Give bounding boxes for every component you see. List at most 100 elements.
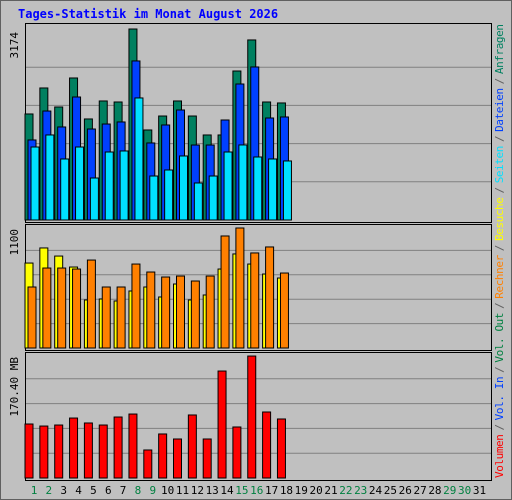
bar — [86, 259, 96, 349]
bar — [208, 175, 218, 221]
y-tick-label: 1100 — [8, 229, 21, 256]
legend-entry: Anfragen — [493, 24, 506, 74]
legend: Volumen / Vol. In / Vol. Out / Rechner / Besuche… — [493, 24, 506, 478]
bar — [250, 252, 260, 349]
bar — [146, 271, 156, 349]
bar — [276, 418, 286, 479]
bar — [30, 146, 40, 221]
x-tick-label: 18 — [280, 484, 293, 497]
bar — [253, 156, 263, 221]
x-tick-label: 8 — [135, 484, 142, 497]
bar — [193, 182, 203, 221]
bar — [83, 422, 93, 479]
bar — [39, 425, 49, 479]
legend-separator: / — [493, 245, 506, 252]
legend-separator: / — [493, 135, 506, 142]
x-tick-label: 9 — [149, 484, 156, 497]
x-tick-label: 1 — [31, 484, 38, 497]
x-tick-label: 23 — [354, 484, 367, 497]
x-tick-label: 30 — [458, 484, 471, 497]
bar — [89, 177, 99, 221]
bar — [223, 151, 233, 221]
legend-entry: Vol. In — [493, 376, 506, 420]
legend-entry: Volumen — [493, 434, 506, 478]
panel — [25, 352, 492, 481]
x-tick-label: 28 — [428, 484, 441, 497]
bar — [57, 267, 67, 349]
x-tick-label: 21 — [324, 484, 337, 497]
bar — [149, 175, 159, 221]
bar — [279, 272, 289, 349]
legend-entry: Seiten — [493, 146, 506, 184]
bar — [217, 370, 227, 479]
x-tick-label: 20 — [310, 484, 323, 497]
bar — [27, 286, 37, 349]
bar — [143, 449, 153, 479]
x-tick-label: 10 — [161, 484, 174, 497]
x-tick-label: 19 — [295, 484, 308, 497]
x-tick-label: 31 — [473, 484, 486, 497]
legend-separator: / — [493, 424, 506, 431]
legend-separator: / — [493, 302, 506, 309]
bar — [69, 417, 79, 479]
bar — [72, 268, 82, 349]
bar — [265, 246, 275, 349]
bar — [176, 275, 185, 349]
x-tick-label: 17 — [265, 484, 278, 497]
chart-title: Tages-Statistik im Monat August 2026 — [18, 7, 278, 21]
x-tick-label: 22 — [339, 484, 352, 497]
x-tick-label: 3 — [60, 484, 67, 497]
x-tick-label: 15 — [235, 484, 248, 497]
bar — [101, 286, 111, 349]
bar — [131, 263, 141, 349]
bar — [268, 158, 278, 221]
bar — [187, 414, 197, 479]
bar — [134, 97, 144, 221]
bar — [60, 158, 70, 221]
bar — [232, 426, 242, 479]
x-tick-label: 26 — [399, 484, 412, 497]
x-tick-label: 29 — [443, 484, 456, 497]
bar — [158, 433, 168, 479]
bar — [24, 423, 34, 479]
x-tick-label: 12 — [191, 484, 204, 497]
legend-separator: / — [493, 78, 506, 85]
bar — [173, 438, 182, 479]
bar — [119, 150, 129, 221]
legend-separator: / — [493, 187, 506, 194]
x-tick-label: 13 — [206, 484, 219, 497]
x-tick-label: 11 — [176, 484, 189, 497]
bar — [98, 424, 108, 479]
bar — [116, 286, 126, 349]
y-tick-label: 170.40 MB — [8, 357, 21, 417]
x-tick-label: 6 — [105, 484, 112, 497]
bar — [238, 144, 248, 221]
bar — [161, 276, 171, 349]
bar — [54, 424, 64, 479]
bar — [45, 134, 55, 221]
y-tick-label: 3174 — [8, 32, 21, 59]
bar — [205, 275, 215, 349]
x-tick-label: 24 — [369, 484, 383, 497]
bar — [104, 151, 114, 221]
bar — [262, 411, 272, 479]
bar — [282, 160, 292, 221]
x-tick-label: 16 — [250, 484, 263, 497]
legend-separator: / — [493, 366, 506, 373]
bar — [190, 280, 200, 349]
legend-entry: Vol. Out — [493, 312, 506, 362]
bar — [220, 235, 230, 349]
bar — [75, 146, 85, 221]
bar — [179, 155, 188, 221]
bar — [42, 267, 52, 349]
x-tick-label: 5 — [90, 484, 97, 497]
bar — [247, 355, 257, 479]
x-tick-label: 25 — [384, 484, 397, 497]
x-tick-label: 14 — [220, 484, 234, 497]
bar — [113, 416, 123, 479]
legend-entry: Rechner — [493, 254, 506, 298]
bar — [235, 227, 245, 349]
bar — [128, 413, 138, 479]
x-tick-label: 4 — [75, 484, 82, 497]
